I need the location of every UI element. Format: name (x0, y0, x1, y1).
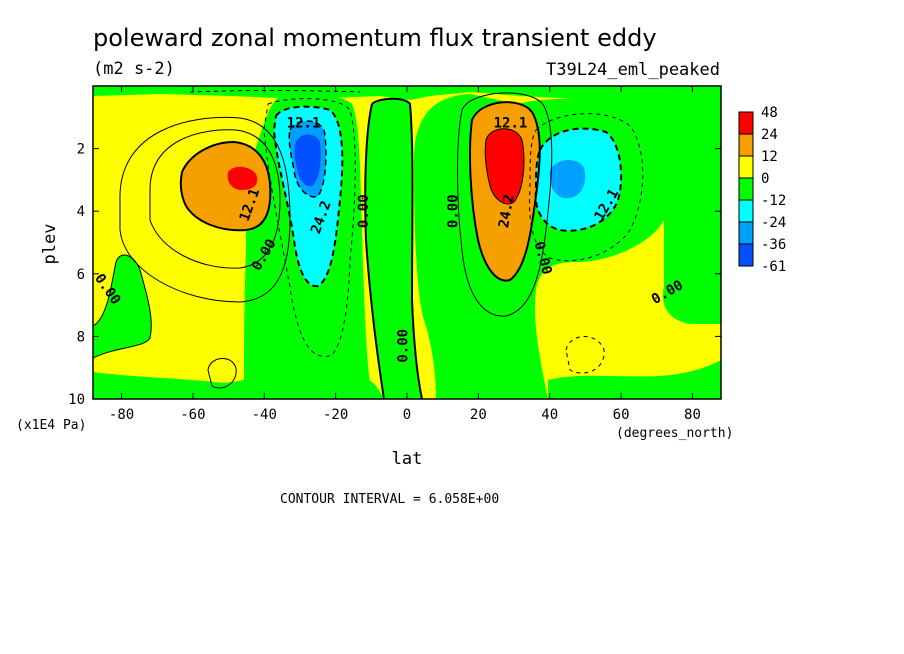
contour-bottom-small-1 (207, 358, 237, 389)
x-tick-label: 0 (403, 407, 411, 423)
contour-label: 0.00 (395, 329, 411, 363)
contour-label: 12.1 (287, 116, 321, 132)
contour-top-dashed (189, 90, 361, 93)
green-region-equator (365, 98, 422, 399)
legend-label: -24 (761, 215, 786, 231)
legend-swatch (738, 133, 754, 157)
x-tick-label: -40 (252, 407, 277, 423)
legend-label: 24 (761, 127, 778, 143)
contour-label: 12.1 (494, 116, 528, 132)
legend-label: 48 (761, 105, 778, 121)
contour-label: 0.00 (445, 194, 461, 228)
contour-label: 24.2 (496, 193, 518, 229)
nh-negative-blue (549, 159, 586, 199)
legend-label: 12 (761, 149, 778, 165)
contour-sh-pos-thick (179, 140, 272, 232)
contour-nh-neg-thin (529, 113, 644, 262)
y-tick-label: 6 (77, 267, 85, 283)
x-axis-label: lat (392, 449, 423, 469)
x-unit-label: (degrees_north) (616, 426, 733, 441)
x-tick-label: -80 (109, 407, 134, 423)
legend: 48 24 12 0 -12 -24 -36 -61 (738, 105, 786, 275)
legend-label: 0 (761, 171, 769, 187)
x-tick-label: 60 (613, 407, 630, 423)
contour-sh-pos-1 (149, 129, 281, 269)
legend-label: -12 (761, 193, 786, 209)
contour-sh-neg-dashed-inner (288, 120, 327, 198)
contour-sh-high-green (93, 254, 152, 359)
sh-positive-orange (180, 142, 271, 231)
green-region-bottom-left (93, 372, 384, 399)
x-tick-label: 40 (541, 407, 558, 423)
plot-area: 12.112.1 24.20.000.000.000.000.0012.124.2… (93, 86, 721, 399)
green-blob-nh-edge (703, 270, 721, 324)
contour-interval-text: CONTOUR INTERVAL = 6.058E+00 (280, 492, 499, 507)
contour-nh-pos-1 (457, 92, 553, 317)
y-unit-label: (x1E4 Pa) (16, 418, 86, 433)
x-tick-label: -20 (323, 407, 348, 423)
y-axis: 2 4 6 8 10 (68, 142, 721, 408)
contour-nh-pos-inner (484, 128, 525, 205)
legend-swatch (738, 155, 754, 179)
experiment-label: T39L24_eml_peaked (546, 60, 720, 80)
contour-sh-pos-2 (119, 116, 291, 303)
contour-lines (93, 90, 644, 399)
legend-label: -36 (761, 237, 786, 253)
y-tick-label: 8 (77, 329, 85, 345)
contour-sh-neg-dashed (272, 105, 344, 288)
green-region-top (93, 86, 721, 104)
chart-title: poleward zonal momentum flux transient e… (93, 24, 657, 52)
sh-positive-red (227, 166, 258, 190)
green-region-sh-high (93, 255, 152, 358)
contour-eq-zero (371, 97, 423, 399)
y-tick-label: 10 (68, 392, 85, 408)
y-tick-label: 4 (77, 204, 85, 220)
chart-subtitle: (m2 s-2) (93, 59, 175, 79)
x-axis: -80 -60 -40 -20 0 20 40 60 80 (109, 86, 701, 423)
x-tick-label: -60 (180, 407, 205, 423)
contour-eq-zero-left (364, 103, 385, 399)
nh-positive-red (485, 128, 524, 205)
green-region-bottom-right (548, 360, 721, 399)
legend-swatch (738, 243, 754, 267)
contour-bottom-small-2 (565, 336, 605, 374)
contour-label: 0.00 (356, 194, 372, 228)
x-tick-label: 80 (684, 407, 701, 423)
legend-swatch (738, 111, 754, 135)
legend-swatch (738, 199, 754, 223)
x-tick-label: 20 (470, 407, 487, 423)
legend-swatch (738, 221, 754, 245)
contour-nh-neg-dashed (534, 127, 623, 232)
legend-swatch (738, 177, 754, 201)
legend-label: -61 (761, 259, 786, 275)
y-axis-label: plev (40, 224, 60, 265)
contour-sh-neg-thin-outer (263, 98, 356, 357)
y-tick-label: 2 (77, 142, 85, 158)
contour-nh-pos-thick (469, 101, 541, 282)
sh-negative-darkblue (294, 134, 321, 187)
